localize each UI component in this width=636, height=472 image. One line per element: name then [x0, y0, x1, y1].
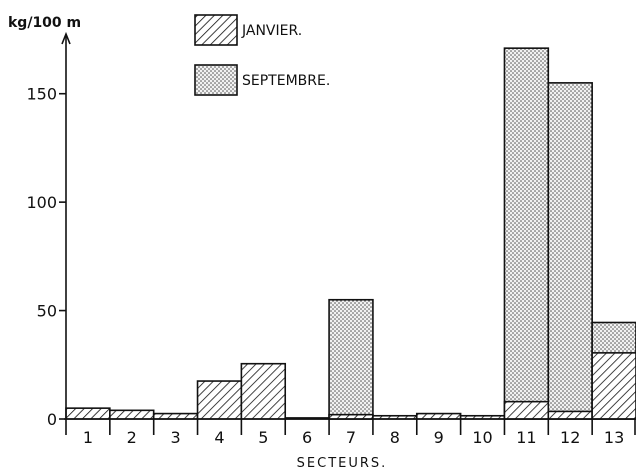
- legend-label-janvier: JANVIER.: [241, 23, 302, 39]
- x-tick-label: 6: [302, 428, 312, 447]
- y-tick-label: 150: [26, 85, 57, 104]
- bar-janvier-secteur-3: [152, 412, 199, 420]
- bar-septembre-secteur-12: [547, 82, 593, 420]
- bar-septembre-secteur-11: [503, 47, 550, 420]
- x-tick-label: 11: [516, 428, 536, 447]
- legend-swatch-septembre: [194, 64, 238, 96]
- x-tick-label: 10: [472, 428, 492, 447]
- y-tick-label: 0: [47, 410, 57, 429]
- bar-janvier-secteur-9: [415, 412, 462, 420]
- x-tick-label: 1: [83, 428, 93, 447]
- x-tick-label: 12: [560, 428, 580, 447]
- bar-janvier-secteur-5: [240, 362, 287, 420]
- bar-septembre-secteur-7: [328, 298, 374, 420]
- bar-janvier-secteur-2: [109, 409, 155, 420]
- x-tick-label: 5: [258, 428, 268, 447]
- y-tick-label: 100: [26, 193, 57, 212]
- bar-janvier-secteur-11: [503, 400, 550, 420]
- x-tick-label: 13: [604, 428, 624, 447]
- x-tick-label: 9: [434, 428, 444, 447]
- y-tick-label: 50: [37, 302, 57, 321]
- y-axis-label: kg/100 m: [8, 15, 81, 31]
- x-axis-label: SECTEURS.: [297, 456, 388, 471]
- bars: [65, 47, 636, 420]
- legend-label-septembre: SEPTEMBRE.: [242, 73, 330, 89]
- x-tick-label: 4: [214, 428, 224, 447]
- y-axis: 0 50 100 150: [26, 31, 71, 429]
- x-tick-label: 8: [390, 428, 400, 447]
- bar-janvier-secteur-1: [65, 407, 111, 420]
- x-tick-label: 2: [127, 428, 137, 447]
- legend-swatch-janvier: [194, 14, 238, 46]
- x-axis: 1 2 3 4 5 6 7 8 9 10 11 12 13: [64, 418, 636, 447]
- y-axis-arrow: [61, 31, 71, 45]
- bar-janvier-secteur-4: [196, 380, 243, 420]
- bar-janvier-secteur-13: [591, 352, 636, 420]
- bar-janvier-secteur-12: [547, 410, 593, 420]
- legend: JANVIER. SEPTEMBRE.: [194, 14, 330, 96]
- x-tick-label: 7: [346, 428, 356, 447]
- x-tick-label: 3: [171, 428, 181, 447]
